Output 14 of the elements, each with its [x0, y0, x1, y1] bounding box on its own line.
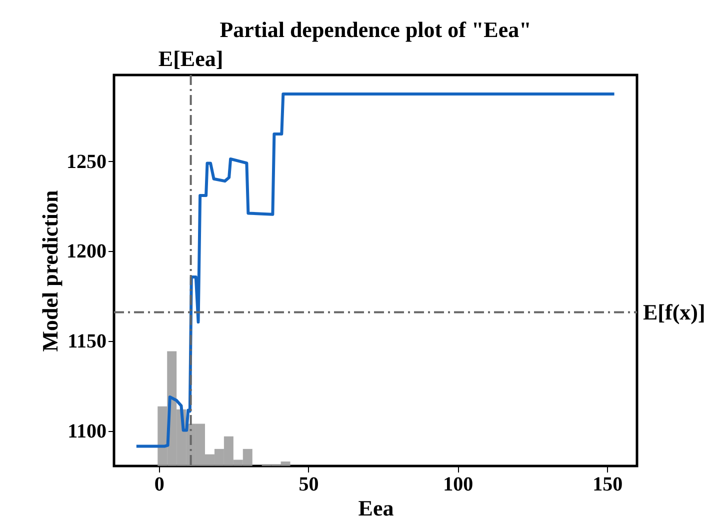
x-tick-label: 50: [298, 474, 319, 496]
ref-line-label: E[Eea]: [158, 46, 224, 71]
y-tick-label: 1100: [68, 420, 106, 442]
chart-title: Partial dependence plot of "Eea": [220, 17, 532, 42]
x-tick-label: 0: [154, 474, 164, 496]
x-tick-label: 100: [443, 474, 474, 496]
line-series: [134, 92, 616, 448]
y-tick-label: 1150: [68, 330, 106, 353]
y-axis-title: Model prediction: [38, 190, 62, 352]
y-tick-label: 1200: [66, 240, 106, 263]
x-tick-label: 150: [592, 474, 623, 496]
x-axis-title: Eea: [358, 496, 394, 520]
y-tick-label: 1250: [66, 150, 106, 173]
ref-line-label: E[f(x)]: [643, 299, 706, 324]
